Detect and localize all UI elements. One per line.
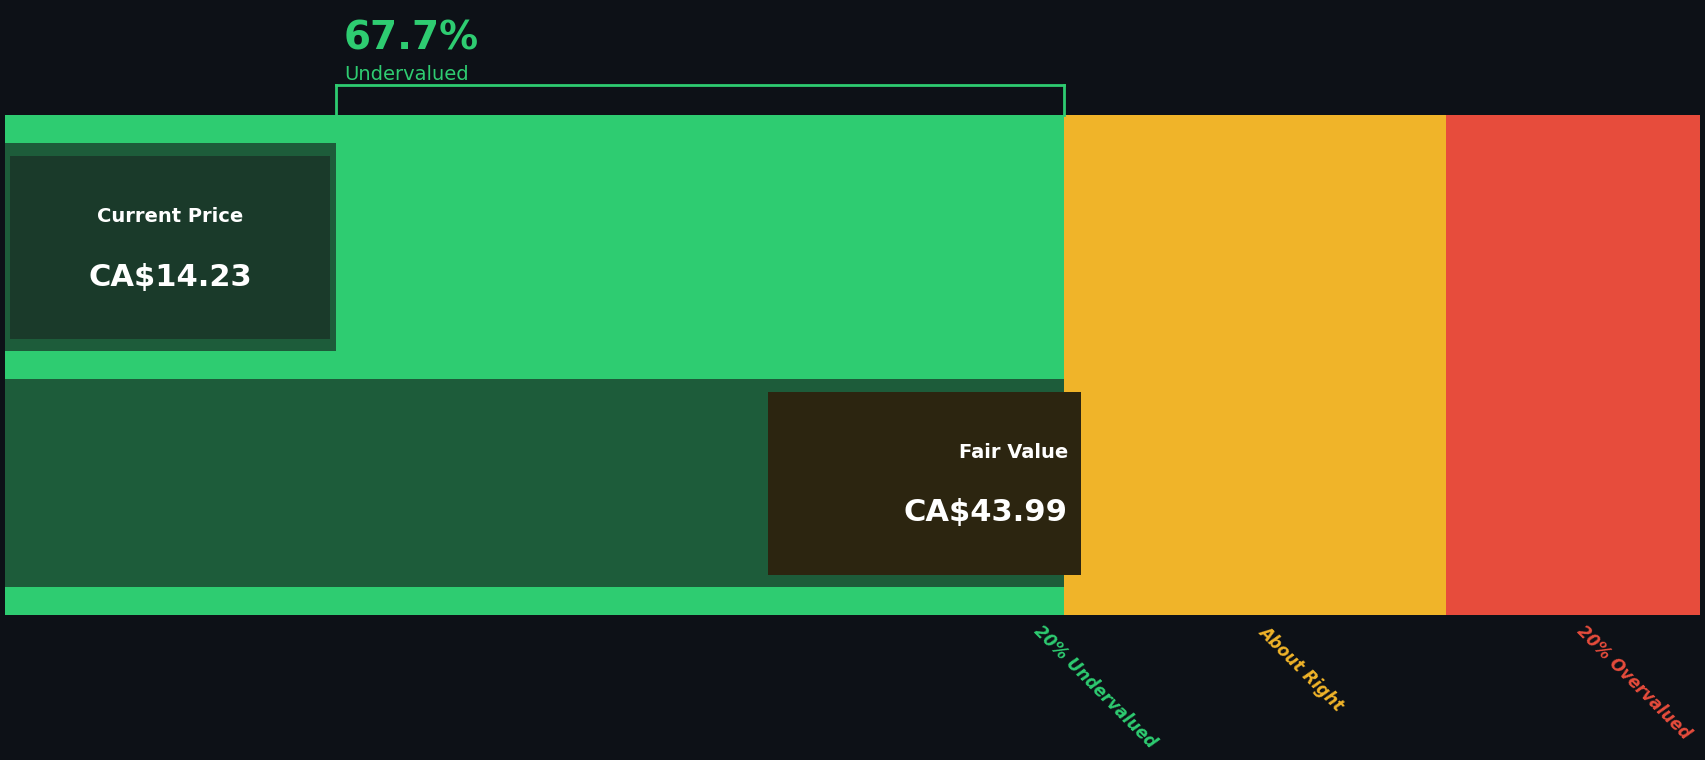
Text: CA$14.23: CA$14.23 xyxy=(89,262,252,292)
Bar xyxy=(10,156,331,338)
Bar xyxy=(5,115,1064,143)
Bar xyxy=(5,587,1064,615)
Text: About Right: About Right xyxy=(1255,622,1347,714)
Bar xyxy=(1444,351,1698,379)
Bar xyxy=(5,143,336,351)
Text: Fair Value: Fair Value xyxy=(958,444,1067,463)
Bar xyxy=(767,391,1081,575)
Bar xyxy=(1064,115,1444,143)
Bar xyxy=(5,379,1064,587)
Text: CA$43.99: CA$43.99 xyxy=(904,499,1067,527)
Bar xyxy=(1444,115,1698,143)
Bar xyxy=(1444,379,1698,587)
Bar xyxy=(1444,587,1698,615)
Text: Undervalued: Undervalued xyxy=(344,65,469,84)
Bar xyxy=(1064,587,1444,615)
Bar xyxy=(1444,143,1698,351)
Bar xyxy=(5,351,1064,379)
Text: 20% Undervalued: 20% Undervalued xyxy=(1030,622,1159,752)
Bar xyxy=(5,143,1064,351)
Bar xyxy=(1064,379,1444,587)
Text: 20% Overvalued: 20% Overvalued xyxy=(1572,622,1693,743)
Text: Current Price: Current Price xyxy=(97,207,244,226)
Bar xyxy=(5,379,1064,587)
Bar xyxy=(1064,143,1444,351)
Bar xyxy=(1064,351,1444,379)
Text: 67.7%: 67.7% xyxy=(344,20,479,58)
